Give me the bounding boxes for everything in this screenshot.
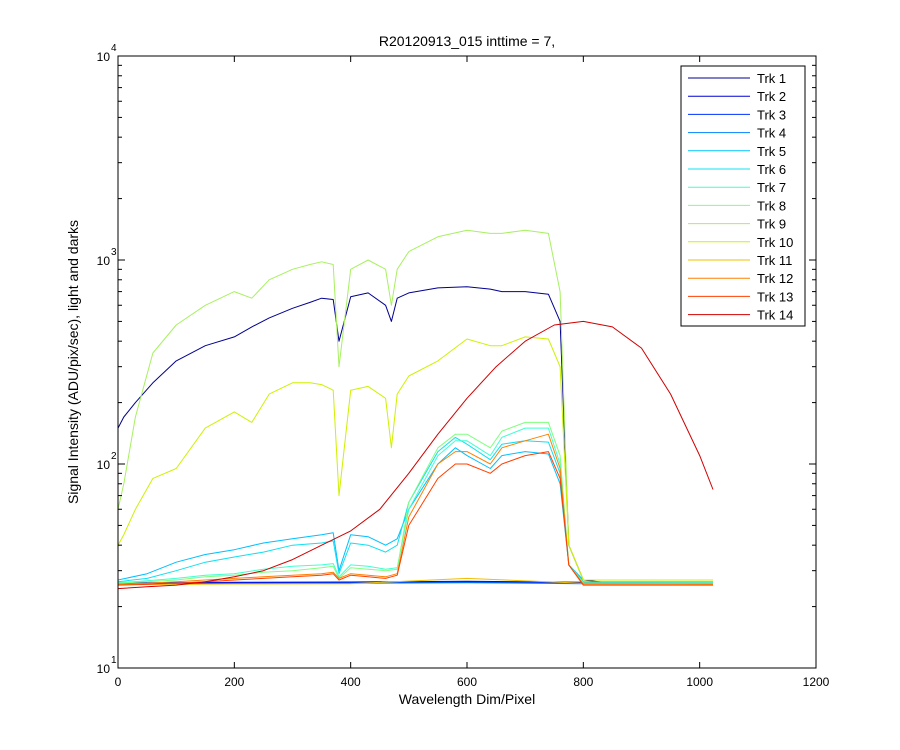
x-tick-label: 200	[224, 675, 244, 689]
legend-box	[680, 65, 806, 327]
legend-label-trk-7: Trk 7	[757, 180, 786, 195]
legend-entries: Trk 1 Trk 2 Trk 3 Trk 4 Trk 5 Trk 6 Trk 7 Trk 8…	[688, 71, 793, 323]
legend-label-trk-8: Trk 8	[757, 198, 786, 213]
chart-title: R20120913_015 inttime = 7,	[379, 33, 555, 49]
series-line-trk-9	[117, 229, 713, 581]
series-line-trk-12	[117, 433, 713, 585]
y-tick-label-base: 10	[97, 662, 111, 676]
series-line-trk-5	[117, 447, 713, 581]
legend-label-trk-13: Trk 13	[757, 289, 793, 304]
x-tick-label: 400	[341, 675, 361, 689]
x-tick-label: 800	[573, 675, 593, 689]
legend-label-trk-4: Trk 4	[757, 126, 786, 141]
series-line-trk-14	[117, 320, 714, 590]
y-tick-label-exponent: 4	[111, 43, 117, 54]
legend-label-trk-10: Trk 10	[757, 235, 793, 250]
legend-label-trk-3: Trk 3	[757, 107, 786, 122]
y-tick-label-exponent: 2	[111, 451, 117, 462]
x-axis-label: Wavelength Dim/Pixel	[399, 691, 535, 707]
x-tick-label: 600	[457, 675, 477, 689]
legend-label-trk-9: Trk 9	[757, 217, 786, 232]
y-tick-label-base: 10	[97, 50, 111, 64]
legend-label-trk-6: Trk 6	[757, 162, 786, 177]
legend: Trk 1 Trk 2 Trk 3 Trk 4 Trk 5 Trk 6 Trk 7 Trk 8…	[680, 65, 806, 327]
series-layer	[117, 229, 714, 590]
legend-label-trk-12: Trk 12	[757, 271, 793, 286]
y-axis-label: Signal Intensity (ADU/pix/sec), light an…	[65, 220, 81, 504]
x-tick-label: 0	[115, 675, 122, 689]
y-tick-label-base: 10	[97, 254, 111, 268]
legend-label-trk-2: Trk 2	[757, 89, 786, 104]
legend-label-trk-11: Trk 11	[757, 253, 792, 268]
y-tick-label-base: 10	[97, 458, 111, 472]
series-line-trk-7	[117, 427, 713, 584]
legend-label-trk-14: Trk 14	[757, 308, 793, 323]
x-tick-label: 1200	[803, 675, 830, 689]
series-line-trk-6	[117, 436, 713, 583]
series-line-trk-13	[117, 451, 713, 586]
x-tick-label: 1000	[686, 675, 713, 689]
legend-label-trk-5: Trk 5	[757, 144, 786, 159]
series-line-trk-10	[117, 336, 713, 581]
legend-label-trk-1: Trk 1	[757, 71, 786, 86]
y-tick-label-exponent: 3	[111, 247, 117, 258]
series-line-trk-8	[117, 421, 713, 584]
y-tick-label-exponent: 1	[111, 655, 117, 666]
